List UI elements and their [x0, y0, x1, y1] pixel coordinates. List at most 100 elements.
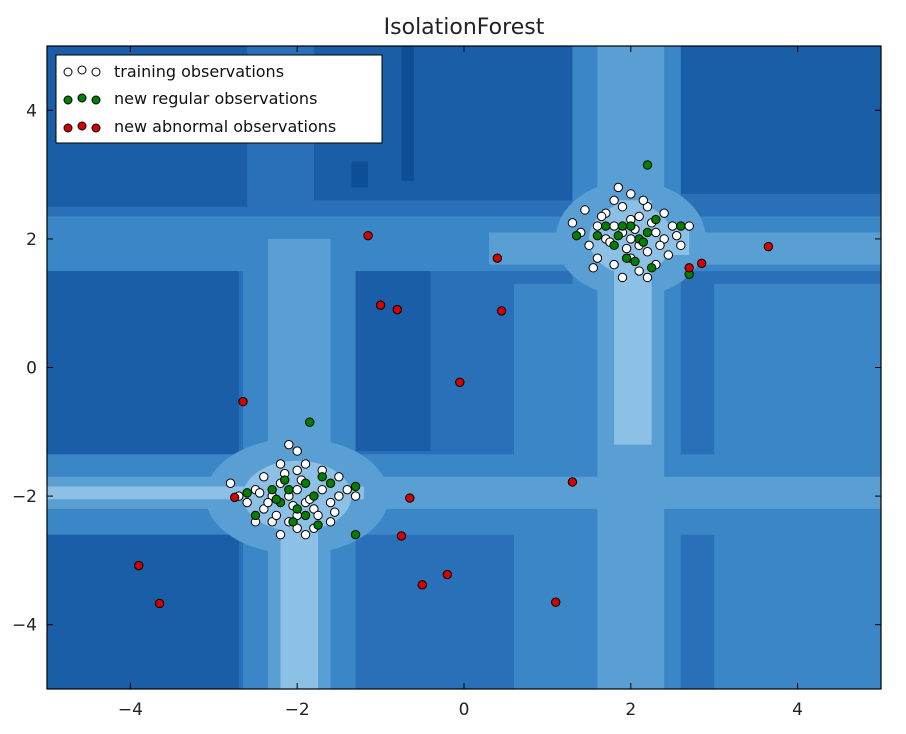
training-point [626, 234, 636, 244]
training-point [275, 459, 286, 469]
regular-point [642, 160, 653, 170]
training-point [350, 491, 361, 501]
abnormal-point [492, 253, 503, 263]
legend-box [55, 54, 383, 144]
training-point [325, 517, 336, 527]
training-point [225, 478, 236, 488]
training-point [588, 263, 598, 273]
training-point [684, 221, 694, 231]
training-point [659, 208, 669, 218]
abnormal-point [238, 396, 248, 407]
abnormal-point [417, 580, 427, 590]
regular-point [638, 237, 649, 247]
abnormal-point [392, 304, 402, 315]
training-point [292, 465, 302, 476]
training-point [292, 484, 302, 495]
training-point [292, 446, 302, 456]
abnormal-point [363, 230, 373, 241]
contour-dark-streak [401, 46, 414, 182]
legend-marker [63, 67, 73, 77]
regular-point [646, 263, 657, 273]
contour-dark-streak [351, 161, 369, 188]
regular-point [651, 214, 661, 225]
y-tick-label: −4 [12, 616, 37, 636]
regular-point [621, 253, 632, 263]
x-tick-label: 0 [459, 700, 470, 720]
training-point [634, 211, 644, 222]
regular-point [325, 478, 336, 488]
training-point [334, 472, 344, 482]
regular-point [630, 256, 640, 267]
training-point [655, 240, 665, 251]
training-point [592, 221, 603, 231]
legend-marker [77, 65, 87, 75]
training-point [313, 510, 323, 521]
training-point [567, 218, 578, 228]
regular-point [279, 475, 290, 485]
abnormal-point [405, 493, 415, 503]
training-point [663, 250, 674, 260]
regular-point [250, 510, 261, 521]
training-point [300, 459, 311, 469]
regular-point [350, 529, 361, 540]
training-point [638, 195, 649, 206]
x-tick-label: 4 [792, 700, 803, 720]
regular-point [626, 221, 636, 231]
regular-point [642, 227, 653, 238]
y-tick-label: 0 [26, 359, 37, 379]
abnormal-point [696, 258, 707, 269]
training-point [300, 529, 311, 540]
abnormal-point [396, 531, 407, 541]
abnormal-point [763, 241, 774, 252]
regular-point [267, 484, 277, 495]
training-point [580, 205, 590, 215]
training-point [254, 488, 265, 498]
training-point [642, 202, 653, 212]
regular-point [609, 240, 619, 251]
training-point [325, 497, 336, 508]
training-point [617, 202, 628, 212]
x-tick-label: −4 [118, 700, 143, 720]
regular-point [313, 520, 323, 530]
training-point [275, 529, 286, 540]
contour-dark-region [680, 46, 881, 194]
regular-point [571, 230, 582, 241]
training-point [634, 266, 644, 276]
contour-dark-region [343, 271, 431, 452]
abnormal-point [551, 597, 561, 607]
legend-label: training observations [114, 62, 284, 81]
legend-entry-training: training observations [63, 62, 284, 81]
legend-label: new abnormal observations [114, 117, 336, 136]
training-point [309, 504, 319, 514]
contour-dark-region [47, 264, 239, 458]
x-tick-label: 2 [625, 700, 636, 720]
regular-point [242, 488, 252, 498]
training-point [642, 247, 653, 257]
y-tick-label: −2 [12, 487, 37, 507]
regular-point [676, 221, 686, 231]
training-point [617, 272, 628, 283]
training-point [626, 189, 636, 199]
training-point [642, 272, 653, 283]
regular-point [305, 417, 315, 427]
abnormal-point [567, 477, 578, 487]
legend-marker [77, 93, 87, 103]
training-point [596, 211, 607, 222]
training-point [676, 240, 686, 251]
training-point [342, 484, 352, 495]
regular-point [284, 484, 294, 495]
training-point [609, 195, 619, 206]
regular-point [300, 478, 311, 488]
training-point [263, 497, 273, 508]
abnormal-point [496, 306, 507, 316]
legend: training observations new regular observ… [55, 54, 383, 144]
training-point [592, 253, 603, 263]
y-tick-label: 2 [26, 230, 37, 250]
contour-dark-region [47, 528, 239, 689]
x-axis: −4 −2 0 2 4 [118, 46, 803, 720]
x-tick-label: −2 [285, 700, 310, 720]
regular-point [309, 491, 319, 501]
regular-point [300, 510, 311, 521]
